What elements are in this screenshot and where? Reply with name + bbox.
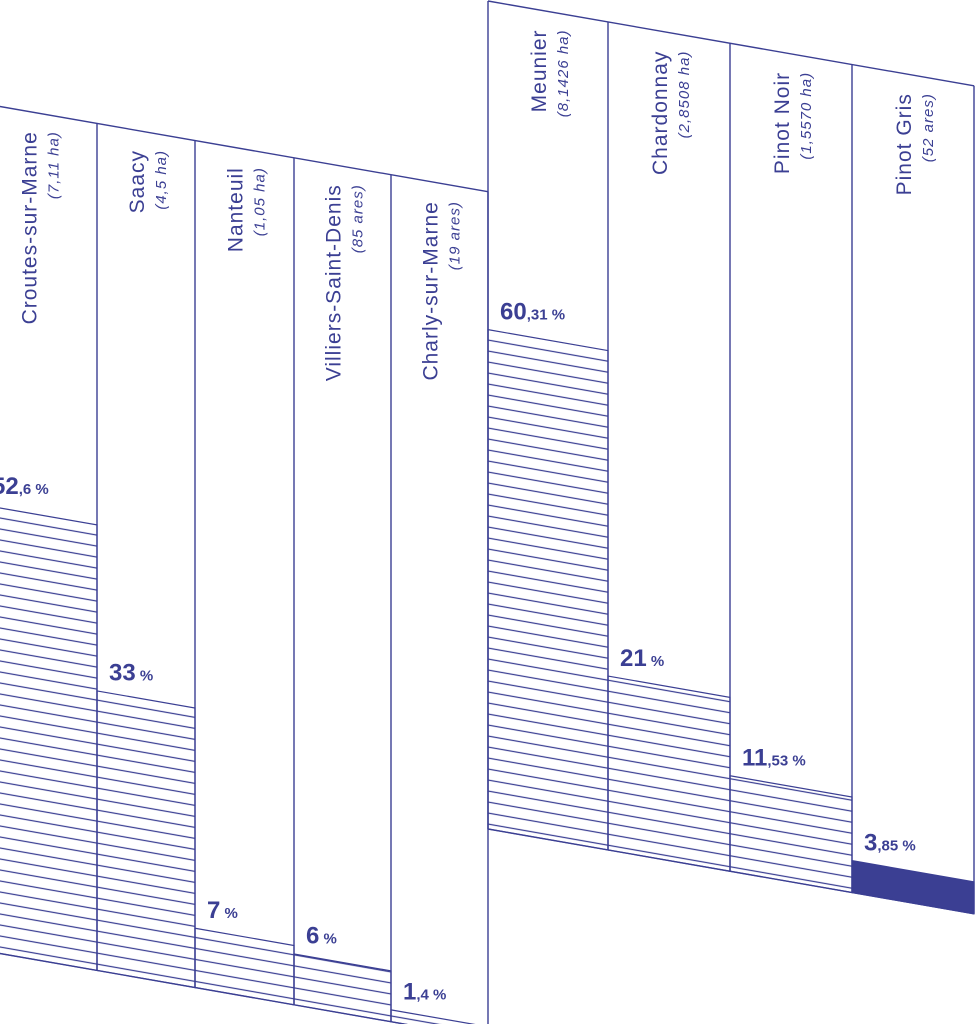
category-area-label: (4,5 ha) bbox=[153, 150, 170, 210]
value-label: 21 % bbox=[620, 645, 664, 672]
category-label: Charly-sur-Marne bbox=[420, 201, 443, 380]
value-label: 11,53 % bbox=[742, 745, 806, 772]
category-area-label: (19 ares) bbox=[447, 201, 464, 270]
category-area-label: (1,05 ha) bbox=[252, 167, 269, 236]
category-label: Saacy bbox=[126, 150, 149, 213]
bar-1-5 bbox=[390, 1009, 476, 1024]
bar-2-1 bbox=[487, 328, 609, 851]
category-label: Meunier bbox=[528, 29, 551, 112]
category-area-label: (8,1426 ha) bbox=[555, 29, 572, 117]
category-area-label: (52 ares) bbox=[920, 93, 937, 162]
value-label: 3,85 % bbox=[864, 829, 916, 856]
value-label: 6 % bbox=[306, 923, 337, 950]
category-area-label: (85 ares) bbox=[350, 184, 367, 253]
value-label: 7 % bbox=[207, 897, 238, 924]
panel-bottom-edge bbox=[487, 828, 975, 915]
bar-2-2 bbox=[607, 675, 731, 872]
value-label: 1,4 % bbox=[403, 979, 446, 1006]
category-area-label: (7,11 ha) bbox=[46, 131, 63, 199]
category-area-label: (2,8508 ha) bbox=[676, 51, 693, 139]
category-label: Villiers-Saint-Denis bbox=[323, 184, 346, 381]
value-label: 33 % bbox=[109, 660, 153, 687]
category-label: Pinot Noir bbox=[771, 72, 794, 174]
category-area-label: (1,5570 ha) bbox=[798, 72, 815, 160]
value-label: 52,6 % bbox=[0, 473, 49, 500]
bar-1-3 bbox=[194, 927, 295, 1006]
bar-1-2 bbox=[96, 690, 196, 989]
bar-2-4 bbox=[851, 859, 975, 915]
panel-top-edge bbox=[487, 0, 975, 87]
bar-1-1 bbox=[0, 507, 98, 972]
chart-panel-2: Meunier (8,1426 ha) 60,31 % Chardonnay (2,85… bbox=[487, 0, 975, 915]
bar-1-4 bbox=[293, 953, 392, 1023]
category-label: Nanteuil bbox=[225, 167, 248, 252]
category-label: Chardonnay bbox=[649, 51, 672, 175]
panel-top-edge bbox=[0, 105, 489, 193]
category-label: Croutes-sur-Marne bbox=[19, 131, 42, 324]
value-label: 60,31 % bbox=[500, 298, 565, 325]
category-label: Pinot Gris bbox=[893, 93, 916, 195]
chart-panel-1: Croutes-sur-Marne(7,11 ha) 52,6 % Saacy(4,… bbox=[0, 105, 489, 1024]
